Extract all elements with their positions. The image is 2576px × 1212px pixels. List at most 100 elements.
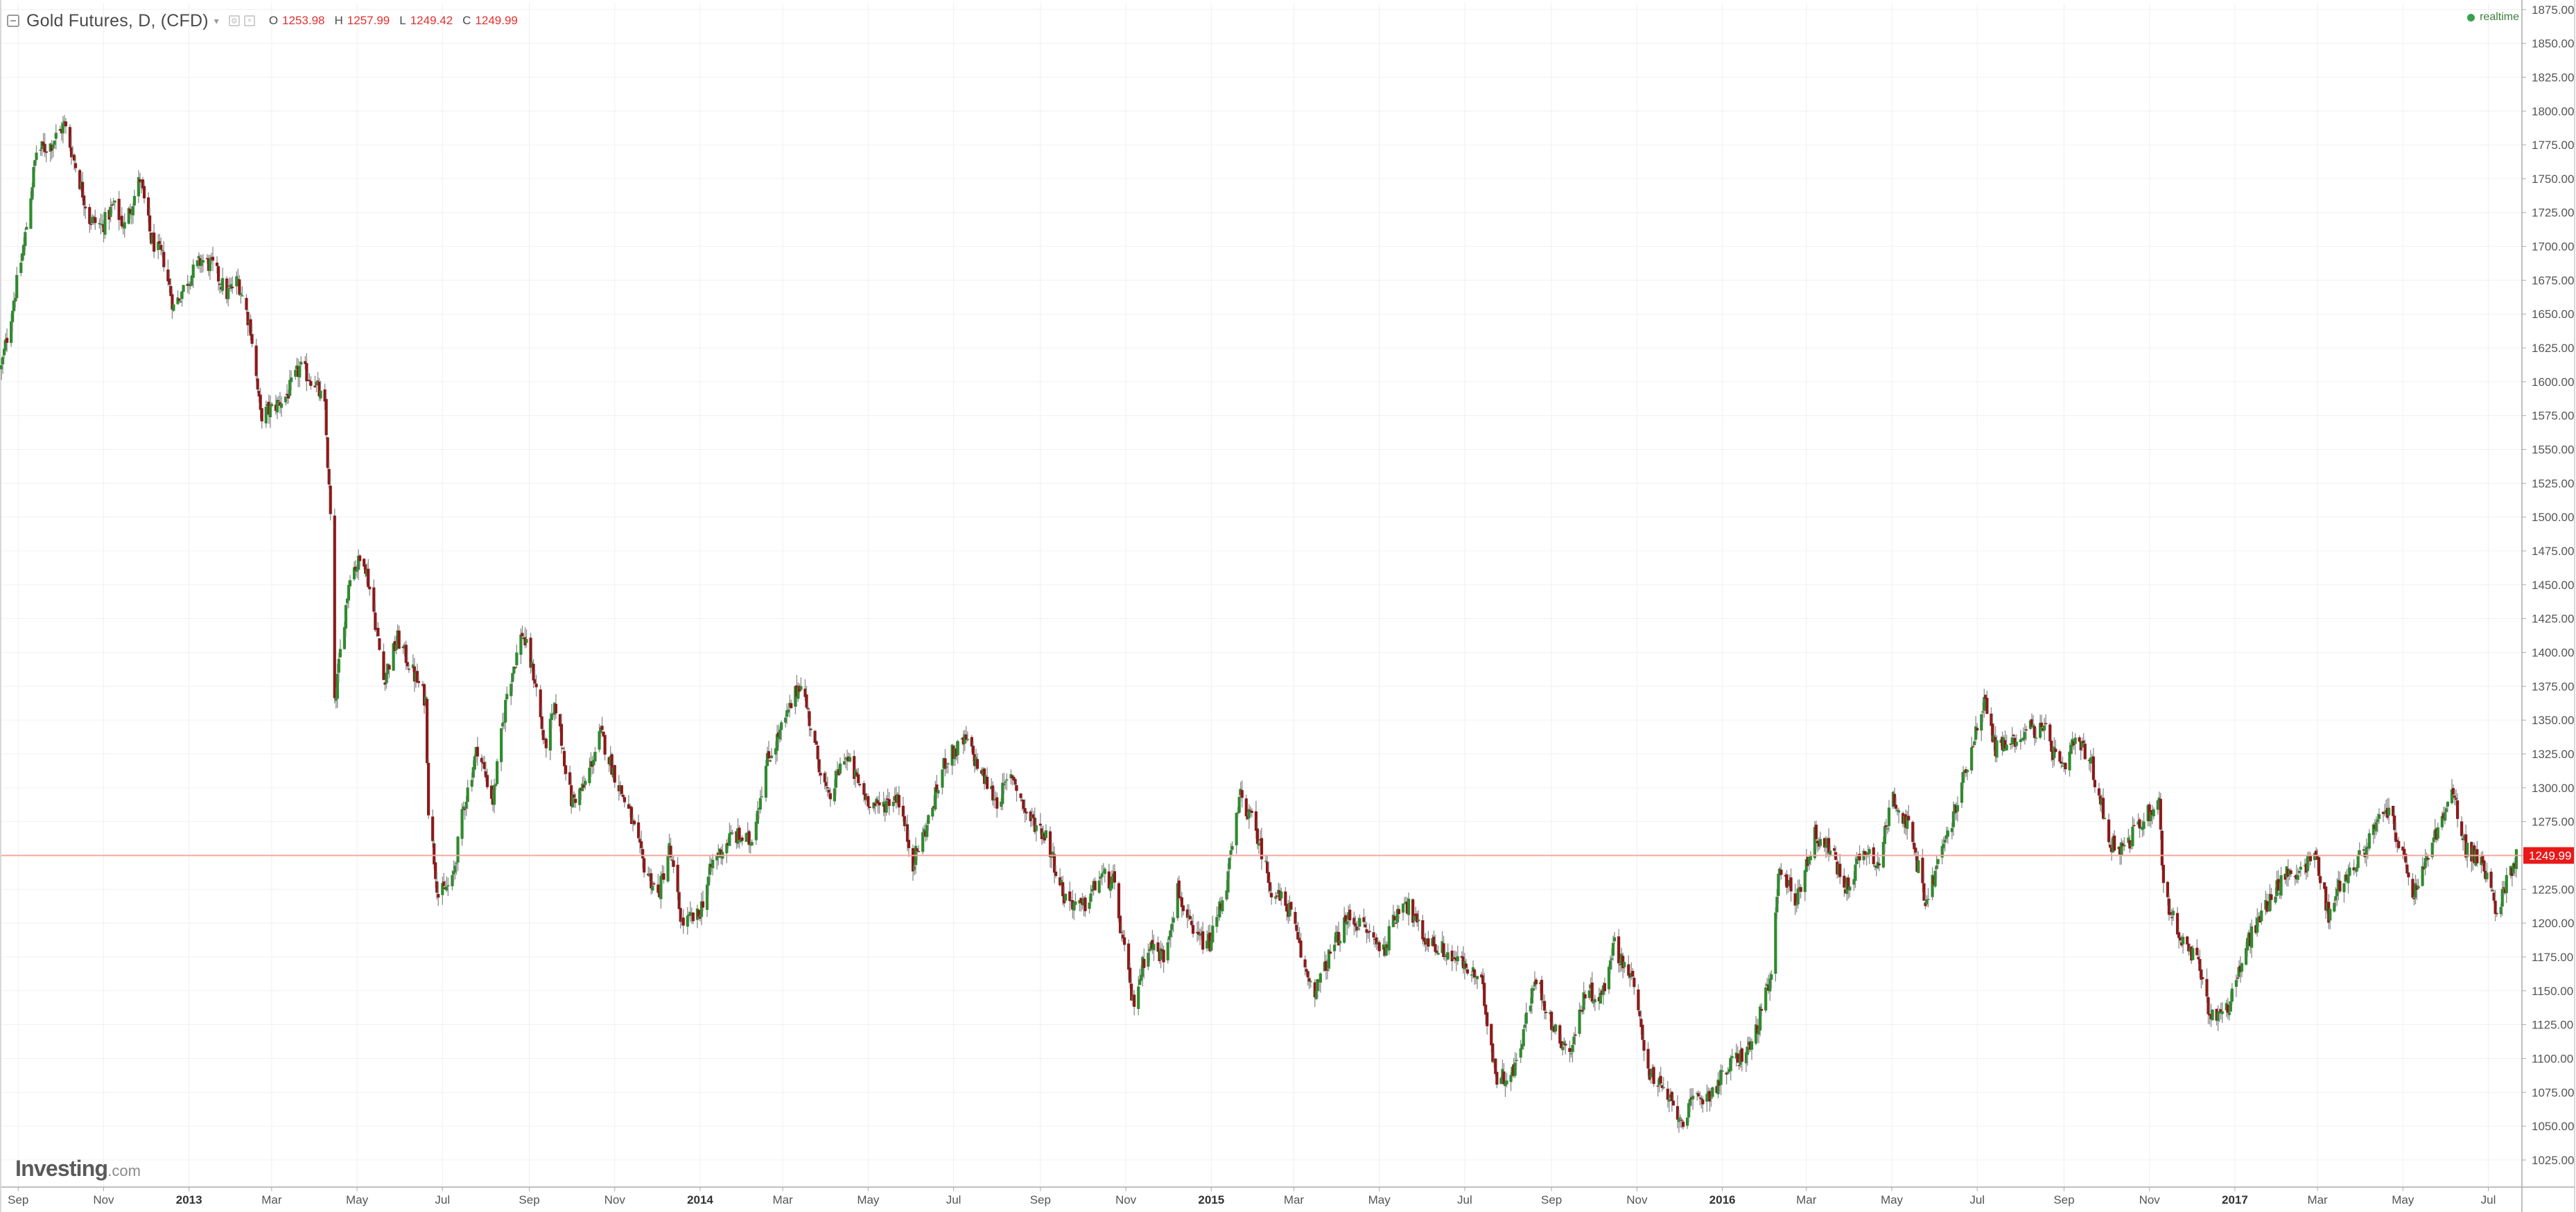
candle-down: [2030, 719, 2034, 727]
candle-down: [1502, 1071, 1506, 1084]
candle-down: [415, 671, 419, 683]
candle-up: [512, 666, 516, 674]
candle-down: [147, 197, 150, 216]
candle-down: [171, 294, 174, 310]
candle-down: [374, 612, 377, 631]
x-tick-label: Jul: [946, 1193, 961, 1206]
x-tick-label: Nov: [604, 1193, 626, 1206]
candle-down: [215, 262, 219, 266]
settings-icon[interactable]: ⚙: [228, 15, 240, 26]
candle-down: [1048, 831, 1052, 857]
candle-up: [1807, 857, 1811, 865]
candle-up: [2348, 867, 2351, 876]
open-value: 1253.98: [282, 14, 325, 27]
candle-down: [638, 838, 642, 843]
candle-down: [73, 163, 78, 168]
candle-up: [1612, 937, 1617, 942]
candle-down: [168, 279, 171, 285]
candle-up: [1599, 992, 1602, 1004]
candle-up: [495, 761, 499, 784]
candle-up: [1210, 940, 1213, 951]
candle-up: [1623, 962, 1626, 967]
candle-down: [1490, 1024, 1493, 1046]
y-tick-label: 1300.00: [2532, 782, 2574, 795]
candle-down: [903, 816, 906, 827]
candle-up: [598, 731, 601, 750]
candle-up: [2234, 980, 2238, 987]
candle-up: [931, 807, 934, 817]
candle-down: [561, 748, 565, 749]
grid-lines: [1, 3, 2522, 1187]
candle-down: [2078, 737, 2081, 742]
candles[interactable]: [0, 114, 2518, 1133]
candle-down: [2308, 856, 2313, 861]
candle-up: [2356, 854, 2360, 868]
candle-down: [1362, 917, 1366, 922]
candle-down: [911, 847, 915, 872]
candle-up: [1766, 984, 1769, 986]
candle-up: [1687, 1103, 1691, 1118]
candle-up: [1520, 1044, 1524, 1050]
candle-up: [711, 859, 715, 868]
candle-down: [1827, 838, 1831, 854]
high-label: H: [334, 14, 343, 27]
y-tick-label: 1775.00: [2532, 139, 2574, 152]
candle-down: [422, 684, 426, 706]
close-icon[interactable]: ×: [243, 15, 255, 26]
candle-up: [2250, 926, 2254, 948]
candle-down: [78, 170, 82, 189]
candle-down: [1877, 863, 1881, 866]
candle-down: [2455, 800, 2460, 819]
candle-up: [1327, 949, 1331, 969]
candle-up: [838, 763, 842, 774]
candle-down: [2040, 722, 2044, 728]
investing-logo[interactable]: Investing.com: [15, 1156, 141, 1182]
candle-up: [769, 755, 774, 759]
candle-down: [333, 516, 336, 699]
x-tick-label: Nov: [1115, 1193, 1137, 1206]
candle-down: [88, 207, 92, 225]
candle-up: [1582, 992, 1585, 1010]
candle-down: [790, 703, 793, 709]
candle-down: [662, 873, 665, 880]
candle-down: [2495, 913, 2498, 915]
candle-up: [1499, 1078, 1503, 1084]
candle-down: [803, 688, 807, 697]
candle-up: [201, 260, 204, 263]
candle-up: [2313, 852, 2317, 861]
candle-up: [1505, 1080, 1508, 1084]
candle-up: [1607, 967, 1611, 990]
candle-up: [1470, 974, 1474, 976]
candle-up: [338, 649, 342, 658]
candle-up: [1970, 747, 1974, 771]
last-price-tag: [2523, 847, 2574, 864]
candle-down: [559, 723, 564, 746]
candle-up: [299, 362, 303, 365]
candle-down: [1337, 931, 1341, 946]
x-tick-label: Sep: [1541, 1193, 1562, 1206]
candle-down: [1568, 1048, 1572, 1053]
candle-down: [1394, 922, 1398, 924]
candle-up: [385, 672, 388, 684]
candle-down: [970, 737, 973, 747]
candle-down: [1197, 931, 1201, 935]
close-label: C: [462, 14, 471, 27]
candle-up: [32, 166, 35, 188]
candle-up: [956, 741, 959, 755]
candle-down: [2186, 936, 2189, 945]
candle-up: [1152, 944, 1156, 951]
x-tick-label: Mar: [773, 1193, 794, 1206]
candle-up: [1897, 810, 1901, 813]
candle-up: [1698, 1097, 1702, 1099]
candle-up: [1391, 915, 1395, 928]
y-tick-label: 1500.00: [2532, 511, 2574, 524]
close-value: 1249.99: [475, 14, 518, 27]
candle-up: [1176, 883, 1179, 918]
symbol-title[interactable]: Gold Futures, D, (CFD): [26, 10, 209, 30]
candle-down: [1656, 1085, 1660, 1087]
chevron-down-icon[interactable]: ▾: [214, 15, 219, 26]
collapse-icon[interactable]: [7, 15, 19, 27]
candle-down: [1894, 805, 1898, 809]
